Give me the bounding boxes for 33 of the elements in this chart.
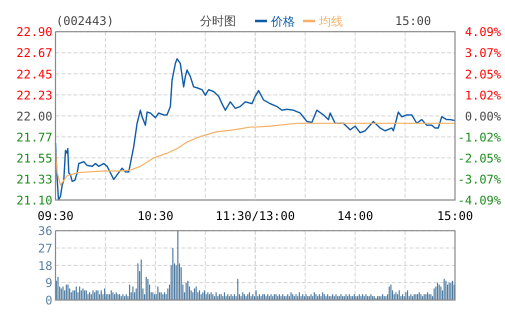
y-tick-label: 27: [38, 242, 52, 256]
x-tick-label: 10:30: [137, 209, 174, 223]
chart-title: (002443): [56, 14, 114, 28]
y-tick-label: 22.67: [16, 46, 52, 60]
text: -1.02%: [458, 130, 501, 144]
y-tick-label: 21.55: [16, 151, 52, 166]
y-tick-label: 22.00: [16, 109, 52, 124]
text: 4.09%: [464, 25, 501, 40]
y-tick-label: 18: [38, 258, 52, 273]
x-tick-label: 09:30: [37, 209, 74, 223]
y-tick-label: 9: [45, 276, 52, 290]
y-tick-label: 36: [38, 224, 52, 238]
text: 3.07%: [464, 46, 501, 60]
text: -3.07%: [458, 172, 501, 186]
legend-label: 价格: [270, 14, 295, 28]
text: -4.09%: [458, 194, 501, 208]
y-tick-label: 22.45: [16, 67, 52, 82]
text: 15:00: [395, 14, 432, 28]
text: 2.05%: [464, 67, 501, 82]
y-tick-label: 22.90: [16, 25, 52, 40]
y-tick-label: 22.23: [16, 88, 52, 102]
y-tick-label: 21.77: [16, 130, 52, 144]
y-tick-label: 21.33: [16, 172, 52, 186]
text: 0.00%: [464, 109, 501, 124]
y-tick-label: 0: [45, 294, 52, 308]
x-tick-label: 15:00: [436, 209, 474, 223]
legend-label: 均线: [318, 14, 343, 28]
y-tick-label: 21.10: [16, 194, 52, 208]
x-tick-label: 14:00: [337, 209, 374, 223]
text: -2.05%: [458, 151, 501, 166]
chart-subtitle: 分时图: [200, 14, 236, 28]
text: 1.02%: [464, 88, 501, 102]
x-tick-label: 11:30/13:00: [216, 209, 295, 223]
